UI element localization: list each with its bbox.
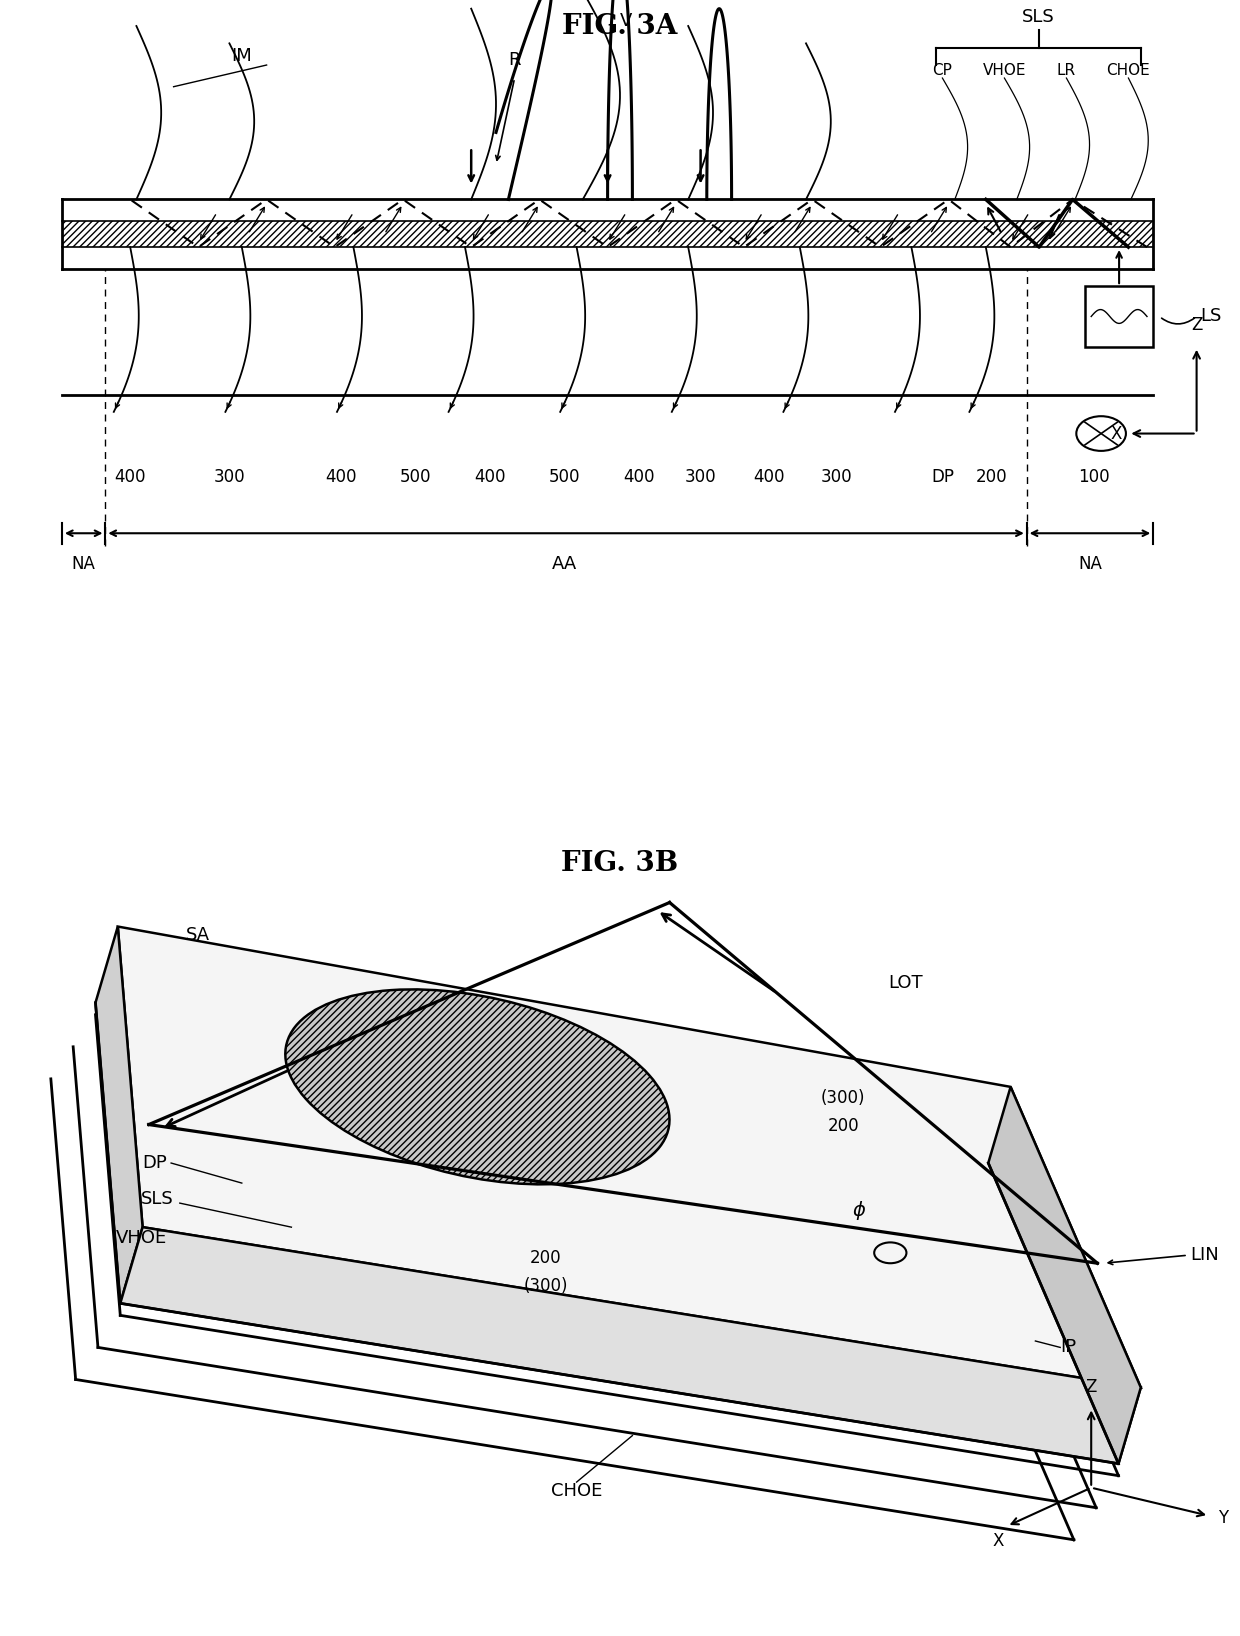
Text: (300): (300) bbox=[821, 1090, 866, 1108]
Text: 300: 300 bbox=[213, 468, 246, 486]
Text: LIN: LIN bbox=[1190, 1247, 1219, 1265]
Text: 500: 500 bbox=[548, 468, 580, 486]
Text: X: X bbox=[992, 1531, 1004, 1549]
Text: FIG. 3A: FIG. 3A bbox=[562, 13, 678, 39]
Text: DP: DP bbox=[143, 1153, 167, 1171]
Text: SA: SA bbox=[186, 926, 211, 944]
Text: 400: 400 bbox=[622, 468, 655, 486]
Text: AA: AA bbox=[552, 555, 577, 573]
Text: 200: 200 bbox=[529, 1250, 562, 1268]
Text: X: X bbox=[1111, 424, 1122, 443]
Bar bbox=[62, 221, 1153, 247]
Text: 500: 500 bbox=[399, 468, 432, 486]
Text: 400: 400 bbox=[325, 468, 357, 486]
Text: CHOE: CHOE bbox=[1106, 64, 1151, 79]
Text: 200: 200 bbox=[827, 1117, 859, 1135]
Text: CP: CP bbox=[932, 64, 952, 79]
Text: 300: 300 bbox=[821, 468, 853, 486]
Polygon shape bbox=[120, 1227, 1141, 1464]
Ellipse shape bbox=[285, 990, 670, 1184]
Text: 100: 100 bbox=[1078, 468, 1110, 486]
Text: 400: 400 bbox=[114, 468, 146, 486]
Bar bbox=[1085, 286, 1153, 347]
Text: (300): (300) bbox=[523, 1278, 568, 1296]
Text: NA: NA bbox=[72, 555, 95, 573]
Text: DP: DP bbox=[931, 468, 954, 486]
Text: FIG. 3B: FIG. 3B bbox=[562, 851, 678, 877]
Text: $\phi$: $\phi$ bbox=[852, 1199, 867, 1222]
Text: R: R bbox=[508, 51, 521, 69]
Text: IP: IP bbox=[1060, 1338, 1076, 1356]
Polygon shape bbox=[118, 926, 1141, 1387]
Text: CHOE: CHOE bbox=[551, 1482, 603, 1500]
Text: 300: 300 bbox=[684, 468, 717, 486]
Text: SLS: SLS bbox=[1022, 8, 1055, 26]
Text: 400: 400 bbox=[753, 468, 785, 486]
Text: SLS: SLS bbox=[141, 1189, 174, 1207]
Polygon shape bbox=[988, 1086, 1141, 1464]
Text: Z: Z bbox=[1085, 1378, 1097, 1396]
Text: Z: Z bbox=[1190, 316, 1203, 334]
Text: 200: 200 bbox=[976, 468, 1008, 486]
Text: Y: Y bbox=[1218, 1508, 1228, 1526]
Text: LR: LR bbox=[1056, 64, 1076, 79]
Text: VHOE: VHOE bbox=[982, 64, 1027, 79]
Text: LS: LS bbox=[1200, 308, 1221, 326]
Text: VHOE: VHOE bbox=[117, 1229, 167, 1247]
Text: 400: 400 bbox=[474, 468, 506, 486]
Text: V: V bbox=[620, 13, 632, 31]
Text: NA: NA bbox=[1078, 555, 1102, 573]
Text: IM: IM bbox=[232, 47, 252, 65]
Text: LOT: LOT bbox=[888, 973, 923, 991]
Polygon shape bbox=[95, 926, 143, 1304]
